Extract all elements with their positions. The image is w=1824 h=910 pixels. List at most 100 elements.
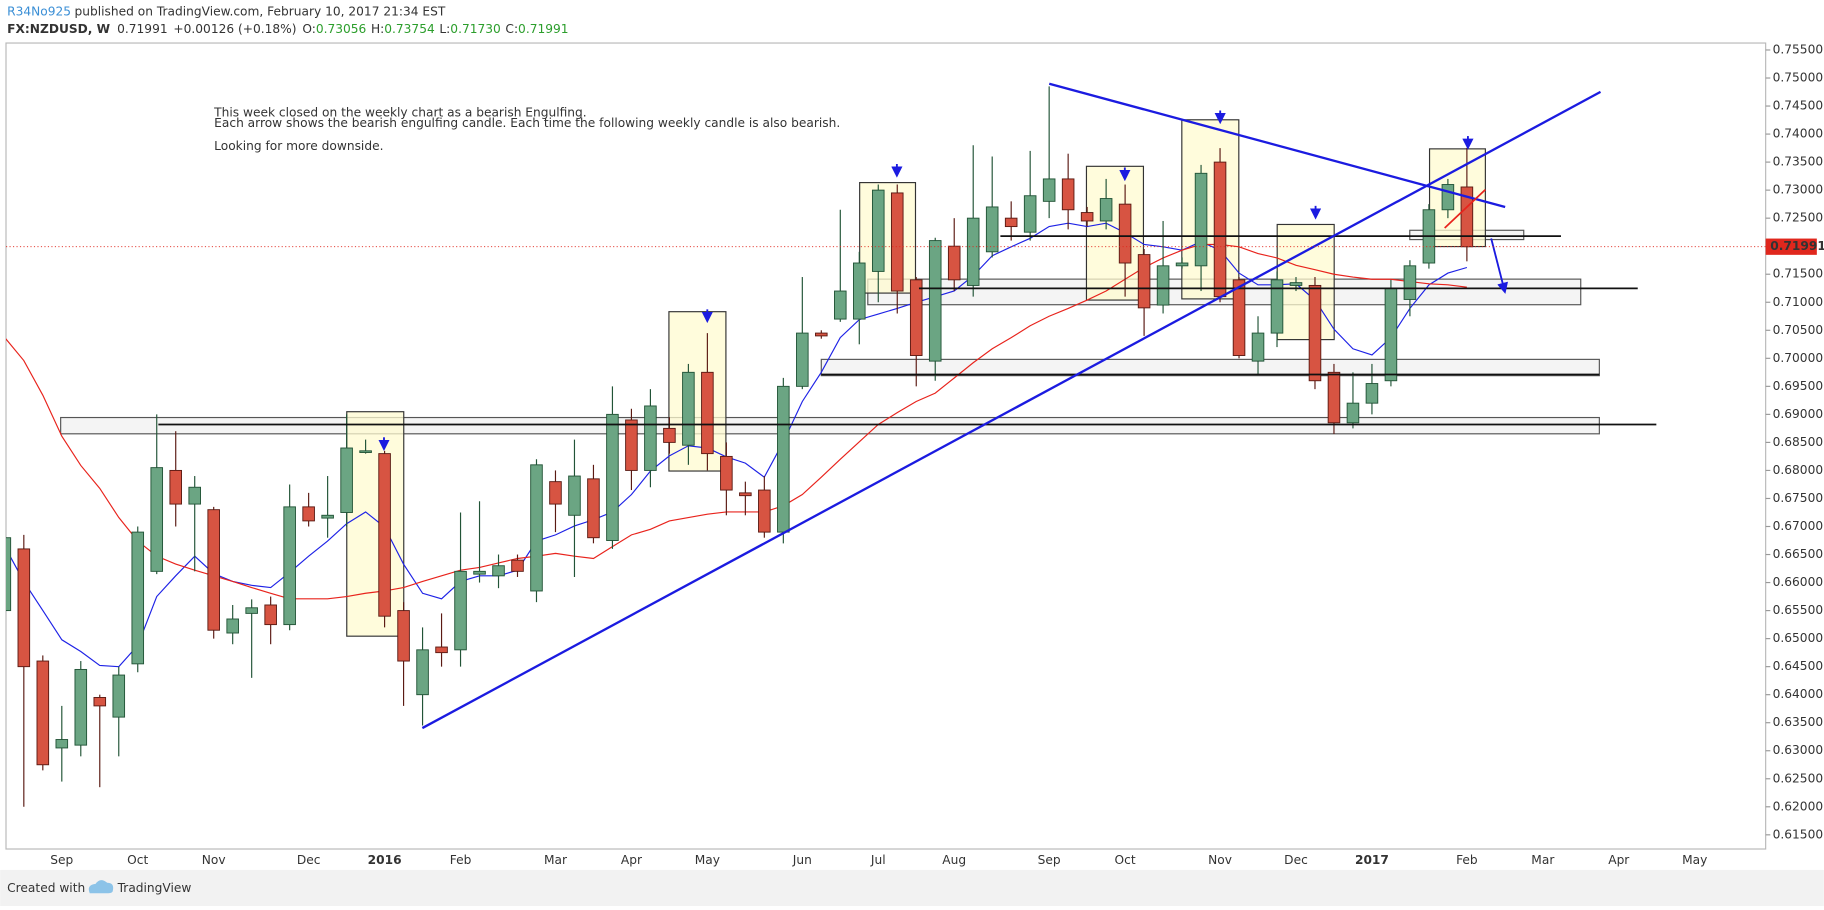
y-tick-label: 0.72500 [1773,211,1823,225]
annotation-text: Looking for more downside. [214,139,383,153]
support-zone [820,358,1600,377]
candle-body [1156,265,1170,306]
x-tick-label: Jul [870,853,886,867]
x-tick-label: May [1682,853,1707,867]
candle-body [739,492,752,497]
highlight-box [346,411,405,637]
candle-body [454,570,467,651]
x-tick-label: Oct [127,853,148,867]
price: 0.71991 [117,22,167,36]
y-tick-label: 0.63500 [1773,715,1823,729]
highlight-box [668,311,727,472]
annotation-text: This week closed on the weekly chart as … [213,105,587,119]
candle-body [1194,172,1208,267]
y-tick-label: 0.64000 [1773,687,1823,701]
candle-body [834,290,847,320]
candle-body [1365,383,1379,404]
y-tick-label: 0.65500 [1773,603,1823,617]
candle-body [1023,195,1037,233]
candle-body [93,697,107,707]
candle-body [1004,217,1018,228]
x-tick-label: Nov [202,853,226,867]
candle-body [852,262,866,320]
y-tick-label: 0.63000 [1773,743,1823,757]
footer-text: Created with [7,881,85,895]
y-tick-label: 0.71000 [1773,295,1823,309]
candle-body [1403,265,1417,300]
ohlc-value: 0.71730 [450,22,500,36]
candle-body [530,464,543,592]
candle-body [473,570,486,575]
y-tick-label: 0.68000 [1773,463,1823,477]
candle-body [1308,284,1322,382]
candle-body [909,279,923,356]
candle-body [188,486,201,505]
ohlc-label: H: [371,22,384,36]
x-tick-label: Feb [450,853,472,867]
candle-body [947,245,961,281]
candle-body [1042,178,1056,202]
candle-body [587,478,600,539]
candle-body [150,467,164,572]
candle-body [1289,282,1303,286]
y-tick-label: 0.75000 [1773,71,1823,85]
y-tick-label: 0.73000 [1773,183,1823,197]
ohlc-label: C: [505,22,518,36]
published-text: published on TradingView.com, February 1… [75,4,446,18]
x-tick-label: Feb [1456,853,1478,867]
header-line-2: FX:NZDUSD, W 0.71991 +0.00126 (+0.18%) O:0.… [7,22,568,36]
candle-body [682,371,695,446]
candle-body [1137,254,1151,309]
last-price-box [1765,238,1817,255]
candle-body [1061,178,1075,211]
candle-body [302,506,315,522]
brand-link[interactable]: TradingView [117,881,192,895]
candle-body [131,531,145,665]
x-tick-label: Dec [1284,853,1308,867]
x-tick-label: Sep [1038,853,1061,867]
candle-body [985,206,999,253]
ohlc-value: 0.73754 [384,22,435,36]
candle-body [1080,212,1094,222]
candle-body [435,646,448,654]
y-tick-label: 0.70000 [1773,351,1823,365]
support-zone [60,416,1600,435]
y-tick-label: 0.69500 [1773,379,1823,393]
candle-body [378,453,391,617]
candle-body [625,419,638,471]
drawings-over: This week closed on the weekly chart as … [158,82,1657,730]
candle-body [359,450,372,453]
y-tick-label: 0.61500 [1773,827,1823,841]
candle-body [5,537,12,612]
ohlc-value: 0.71991 [518,22,568,36]
candle-body [36,660,50,766]
x-tick-label: Dec [297,853,321,867]
candle-body [815,332,828,337]
y-tick-label: 0.68500 [1773,435,1823,449]
candle-body [492,565,505,577]
y-tick-label: 0.71500 [1773,267,1823,281]
author-link[interactable]: R34No925 [7,4,71,18]
brand-logo [88,880,114,894]
last-price-label: 0.71991 [1770,239,1824,253]
candle-body [283,506,296,626]
candle-body [169,469,183,505]
candle-body [17,548,31,668]
candle-body [644,405,657,471]
y-tick-label: 0.75500 [1773,42,1823,56]
candle-body [1441,184,1455,211]
candle-body [871,189,885,272]
candle-body [720,455,733,491]
trend-line [421,90,1602,730]
header-line-1: R34No925 published on TradingView.com, Fe… [7,4,446,18]
candle-body [1099,198,1113,222]
y-tick-label: 0.65000 [1773,631,1823,645]
y-tick-label: 0.74000 [1773,127,1823,141]
symbol: FX:NZDUSD, W [7,22,111,36]
candle-body [966,217,980,286]
candle-body [796,332,809,387]
y-tick-label: 0.73500 [1773,155,1823,169]
y-tick-label: 0.64500 [1773,659,1823,673]
